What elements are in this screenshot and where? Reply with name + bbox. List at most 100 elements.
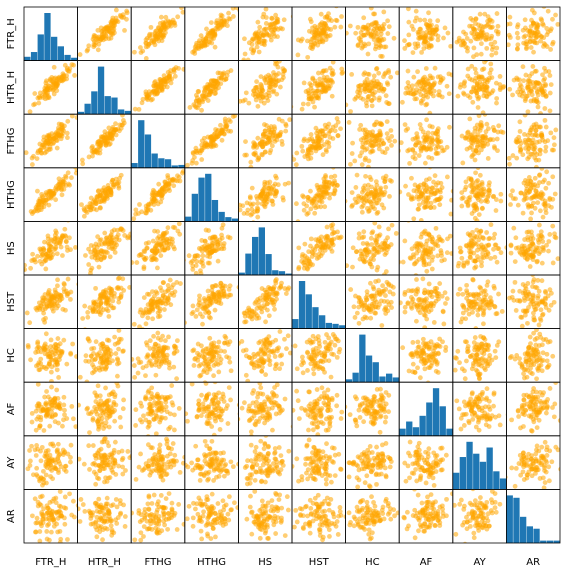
scatter-point <box>422 17 428 23</box>
scatter-point <box>324 84 329 90</box>
scatter-point <box>315 95 320 100</box>
scatter-point <box>514 30 520 36</box>
scatter-point <box>220 285 226 291</box>
scatter-point <box>294 201 299 207</box>
scatter-point <box>382 252 388 258</box>
panel-FTHG-vs-HST <box>291 113 346 169</box>
scatter-point <box>88 270 93 275</box>
scatter-point <box>137 324 142 329</box>
scatter-point <box>165 18 171 24</box>
scatter-point <box>106 241 111 247</box>
panel-HS-vs-AY <box>452 220 507 276</box>
scatter-point <box>386 302 392 308</box>
scatter-point <box>402 46 408 51</box>
scatter-point <box>143 310 148 316</box>
scatter-point <box>420 30 426 36</box>
scatter-point <box>506 42 511 48</box>
scatter-point <box>515 35 521 41</box>
panel-FTR_H-vs-HC <box>345 6 400 61</box>
scatter-point <box>264 307 270 313</box>
scatter-point <box>47 297 53 303</box>
scatter-point <box>376 142 382 148</box>
scatter-point <box>244 152 249 158</box>
scatter-point <box>522 114 528 118</box>
scatter-point <box>477 296 482 302</box>
scatter-point <box>359 209 365 215</box>
scatter-point <box>522 132 527 137</box>
scatter-point <box>99 187 105 193</box>
scatter-point <box>518 147 524 153</box>
hist-bar-HS-7 <box>285 273 292 275</box>
scatter-point <box>461 305 467 310</box>
scatter-point <box>37 141 43 147</box>
scatter-point <box>402 38 407 44</box>
scatter-point <box>543 124 549 130</box>
scatter-point <box>176 174 182 180</box>
scatter-point <box>198 268 203 274</box>
scatter-point <box>170 224 176 230</box>
scatter-point <box>508 250 514 256</box>
scatter-point <box>113 7 119 13</box>
scatter-point <box>542 117 548 123</box>
scatter-point <box>41 144 47 150</box>
scatter-point <box>138 50 144 55</box>
scatter-point <box>116 237 122 243</box>
scatter-point <box>368 280 373 286</box>
scatter-point <box>373 310 379 316</box>
scatter-point <box>482 288 488 294</box>
scatter-point <box>376 45 382 51</box>
scatter-point <box>321 68 327 74</box>
scatter-point <box>280 197 286 203</box>
scatter-point <box>530 182 536 188</box>
scatter-point <box>465 66 471 72</box>
scatter-point <box>381 246 387 252</box>
scatter-point <box>363 140 369 146</box>
scatter-point <box>255 214 261 220</box>
scatter-point <box>367 261 373 267</box>
scatter-point <box>412 182 418 188</box>
scatter-point <box>145 291 150 297</box>
scatter-point <box>283 123 289 129</box>
scatter-point <box>360 316 366 322</box>
scatter-point <box>50 85 56 90</box>
scatter-point <box>121 118 126 123</box>
scatter-point <box>354 249 359 255</box>
scatter-point <box>352 315 358 320</box>
scatter-point <box>67 182 73 188</box>
scatter-point <box>249 185 255 191</box>
scatter-point <box>111 26 117 32</box>
scatter-point <box>533 68 539 74</box>
scatter-point <box>482 189 488 195</box>
scatter-point <box>386 226 391 232</box>
scatter-point <box>527 38 533 44</box>
scatter-point <box>546 180 552 186</box>
scatter-point <box>202 88 207 94</box>
scatter-point <box>362 247 368 253</box>
scatter-point <box>345 198 348 204</box>
scatter-point <box>301 138 307 144</box>
scatter-point <box>535 104 541 110</box>
scatter-point <box>374 66 380 71</box>
scatter-point <box>472 258 478 264</box>
scatter-point <box>159 288 165 294</box>
scatter-point <box>223 76 229 82</box>
scatter-point <box>527 73 532 79</box>
scatter-point <box>90 309 96 315</box>
scatter-point <box>356 320 362 326</box>
scatter-point <box>491 246 496 252</box>
scatter-point <box>380 283 385 289</box>
scatter-point <box>435 253 441 259</box>
scatter-point <box>430 27 436 33</box>
scatter-point <box>410 147 416 152</box>
scatter-point <box>325 79 330 85</box>
scatter-point <box>64 76 70 82</box>
scatter-point <box>46 147 52 153</box>
scatter-point <box>261 27 267 33</box>
scatter-point <box>494 11 500 16</box>
scatter-point <box>326 131 332 136</box>
scatter-point <box>373 179 379 184</box>
scatter-point <box>542 65 547 71</box>
scatter-point <box>369 242 375 247</box>
scatter-point <box>198 148 204 154</box>
scatter-point <box>437 281 443 286</box>
